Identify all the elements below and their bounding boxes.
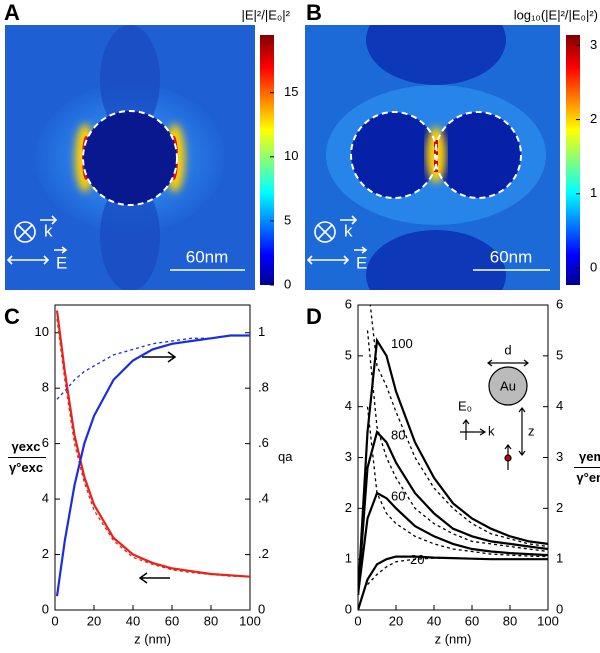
y-tick-label: 2 — [345, 500, 352, 515]
y2-tick-label: .8 — [258, 380, 269, 395]
y2-tick-label: 0 — [556, 601, 563, 616]
y2-tick-label: 1 — [556, 551, 563, 566]
y-tick-label: 0 — [42, 601, 49, 616]
y2-axis-label: qa — [278, 449, 293, 464]
series-line — [358, 555, 548, 610]
y-tick-label: 4 — [42, 491, 49, 506]
series-line — [55, 334, 250, 597]
polarization-symbols — [6, 215, 550, 271]
y2-tick-label: 0 — [258, 601, 265, 616]
e-label: E — [356, 253, 367, 272]
x-tick-label: 60 — [465, 613, 479, 628]
series-line — [366, 330, 548, 553]
colorbar-tick-label: 10 — [284, 148, 298, 163]
x-tick-label: 80 — [204, 613, 218, 628]
curve-label: 80 — [391, 428, 405, 443]
series-line — [369, 305, 548, 548]
y2-tick-label: 6 — [556, 296, 563, 311]
x-tick-label: 0 — [51, 613, 58, 628]
y-tick-label: 4 — [345, 398, 352, 413]
y2-tick-label: 1 — [258, 324, 265, 339]
plot-frame — [357, 304, 549, 611]
series-line — [366, 406, 548, 558]
y2-tick-label: 5 — [556, 347, 563, 362]
series-line — [358, 337, 548, 595]
panel-label: C — [4, 304, 20, 329]
curve-label: 100 — [391, 336, 413, 351]
inset-label: Au — [500, 378, 516, 393]
x-tick-label: 20 — [389, 613, 403, 628]
inset-label: d — [504, 342, 511, 357]
scale-bar: 60nm — [490, 247, 533, 266]
colorbar-tick-label: 5 — [284, 212, 291, 227]
field-map-b — [305, 25, 560, 290]
colorbar-label: log₁₀(|E|²/|E₀|²) — [514, 7, 598, 22]
e-label: E — [56, 253, 67, 272]
x-tick-label: 40 — [126, 613, 140, 628]
y-axis-label: γ°exc — [9, 460, 43, 475]
y-tick-label: 0 — [345, 601, 352, 616]
colorbar-tick-label: 1 — [590, 185, 597, 200]
y-tick-label: 3 — [345, 449, 352, 464]
y-axis-label: γexc — [12, 439, 41, 454]
series-line — [367, 557, 548, 586]
series-line — [56, 334, 250, 400]
curve-label: 60 — [391, 489, 405, 504]
panel-label: D — [306, 304, 322, 329]
colorbar-tick-label: 15 — [284, 84, 298, 99]
series-line — [358, 429, 548, 595]
colorbar-tick-label: 0 — [284, 276, 291, 291]
x-axis-label: z (nm) — [435, 631, 472, 646]
y-tick-label: 1 — [345, 551, 352, 566]
y2-tick-label: .4 — [258, 491, 269, 506]
y2-tick-label: .6 — [258, 435, 269, 450]
y-tick-label: 6 — [42, 435, 49, 450]
plot-frame — [54, 304, 251, 611]
colorbar-tick-label: 3 — [590, 37, 597, 52]
y-tick-label: 10 — [35, 324, 49, 339]
y-axis-label: γ°em — [576, 470, 600, 485]
y-tick-label: 5 — [345, 347, 352, 362]
series-line — [56, 318, 250, 578]
x-tick-label: 40 — [427, 613, 441, 628]
panel-label: A — [4, 0, 20, 25]
inset-diagram — [460, 359, 529, 470]
x-axis-label: z (nm) — [134, 631, 171, 646]
x-tick-label: 0 — [354, 613, 361, 628]
colorbar-tick-label: 0 — [590, 259, 597, 274]
series-line — [358, 491, 548, 595]
panel-label: B — [306, 0, 322, 25]
colorbar-b — [566, 35, 580, 285]
y2-tick-label: .2 — [258, 546, 269, 561]
y-tick-label: 8 — [42, 380, 49, 395]
direction-arrows — [138, 351, 177, 584]
colorbar-tick-label: 2 — [590, 111, 597, 126]
k-label: k — [344, 221, 353, 240]
scale-bar: 60nm — [186, 247, 229, 266]
curve-label: 20 — [410, 552, 424, 567]
colorbar-label: |E|²/|E₀|² — [241, 7, 290, 22]
y2-tick-label: 3 — [556, 449, 563, 464]
k-label: k — [44, 221, 53, 240]
colorbar-a — [260, 35, 274, 285]
series-line — [55, 310, 250, 578]
y2-tick-label: 2 — [556, 500, 563, 515]
x-tick-label: 20 — [87, 613, 101, 628]
y-axis-label: γem — [579, 449, 600, 464]
x-tick-label: 80 — [503, 613, 517, 628]
y2-tick-label: 4 — [556, 398, 563, 413]
inset-label: k — [488, 423, 495, 438]
x-tick-label: 60 — [165, 613, 179, 628]
y-tick-label: 2 — [42, 546, 49, 561]
y-tick-label: 6 — [345, 296, 352, 311]
inset-label: z — [528, 423, 535, 438]
x-tick-label: 100 — [537, 613, 559, 628]
x-tick-label: 100 — [239, 613, 261, 628]
inset-label: E₀ — [458, 398, 472, 413]
field-map-a — [5, 25, 255, 290]
